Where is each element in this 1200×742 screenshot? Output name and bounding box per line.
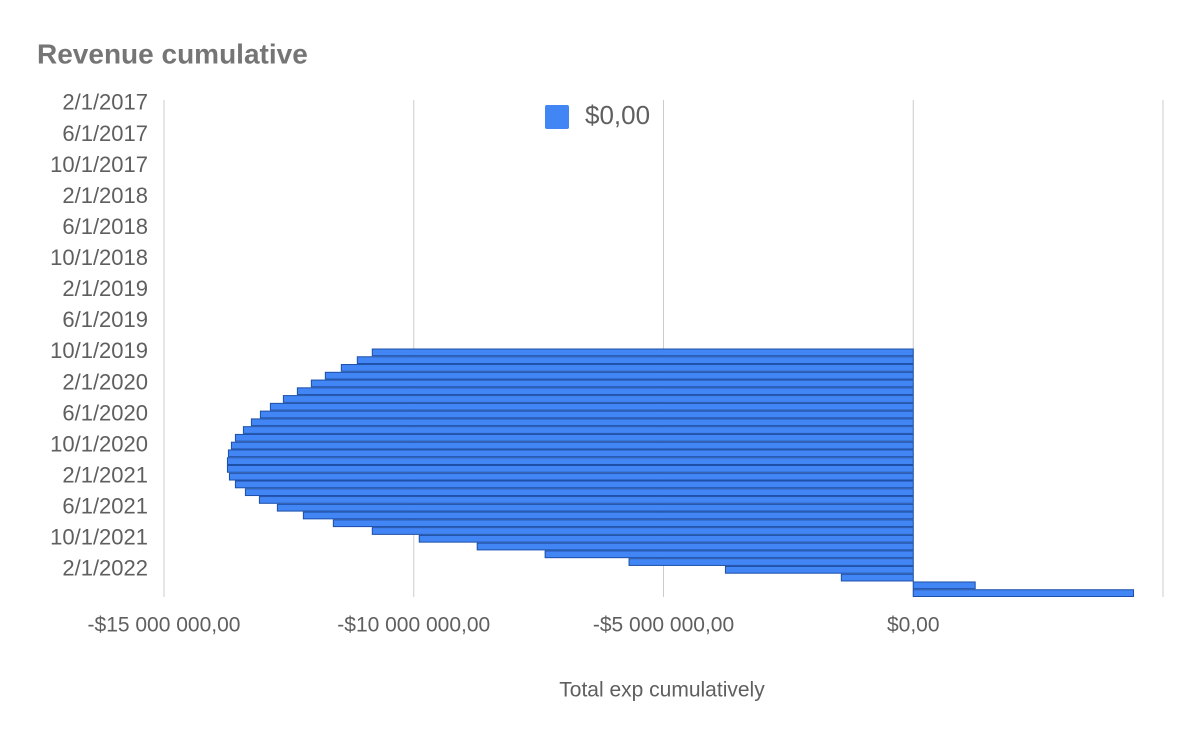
x-tick-label: -$15 000 000,00 bbox=[88, 614, 241, 637]
y-tick-label: 6/1/2019 bbox=[62, 307, 148, 332]
bar bbox=[228, 472, 914, 481]
y-tick-label: 6/1/2020 bbox=[62, 400, 148, 425]
x-axis-title: Total exp cumulatively bbox=[559, 679, 765, 702]
bar bbox=[269, 402, 914, 411]
bar bbox=[356, 356, 914, 365]
bar bbox=[258, 496, 914, 504]
legend-label: $0,00 bbox=[585, 100, 650, 130]
y-tick-label: 6/1/2021 bbox=[62, 494, 148, 519]
y-tick-label: 2/1/2019 bbox=[62, 276, 148, 301]
x-tick-label: -$10 000 000,00 bbox=[337, 614, 490, 637]
bar bbox=[226, 464, 914, 473]
bar bbox=[242, 426, 914, 434]
y-tick-label: 2/1/2017 bbox=[62, 90, 148, 115]
bar bbox=[544, 550, 914, 559]
bar bbox=[418, 534, 914, 543]
bar bbox=[276, 503, 914, 512]
bar bbox=[282, 395, 914, 403]
bar bbox=[371, 348, 914, 357]
bar bbox=[302, 511, 914, 520]
bar bbox=[324, 371, 914, 380]
y-tick-label: 10/1/2021 bbox=[50, 525, 148, 550]
bar bbox=[296, 387, 914, 396]
bar bbox=[371, 527, 914, 535]
bar bbox=[912, 589, 1135, 597]
bar bbox=[310, 379, 914, 388]
y-tick-label: 6/1/2018 bbox=[62, 214, 148, 239]
chart-title: Revenue cumulative bbox=[37, 38, 308, 69]
y-tick-label: 6/1/2017 bbox=[62, 121, 148, 146]
y-tick-label: 10/1/2017 bbox=[50, 152, 148, 177]
y-tick-label: 10/1/2020 bbox=[50, 431, 148, 456]
legend-swatch bbox=[545, 105, 569, 129]
bar bbox=[226, 457, 914, 465]
y-tick-label: 10/1/2018 bbox=[50, 245, 148, 270]
bar bbox=[476, 542, 914, 551]
bar bbox=[840, 573, 914, 582]
x-tick-label: $0,00 bbox=[887, 614, 940, 637]
bar bbox=[259, 410, 914, 419]
bar bbox=[628, 558, 914, 566]
bar bbox=[230, 441, 914, 450]
y-tick-label: 2/1/2020 bbox=[62, 369, 148, 394]
bar bbox=[234, 433, 914, 442]
bar bbox=[234, 480, 914, 489]
bar bbox=[724, 565, 914, 574]
bar bbox=[340, 364, 914, 372]
y-tick-label: 10/1/2019 bbox=[50, 338, 148, 363]
bar bbox=[244, 488, 914, 497]
bar bbox=[332, 519, 914, 528]
y-tick-label: 2/1/2021 bbox=[62, 462, 148, 487]
x-tick-label: -$5 000 000,00 bbox=[593, 614, 734, 637]
y-tick-label: 2/1/2018 bbox=[62, 183, 148, 208]
bar bbox=[250, 418, 914, 427]
bar bbox=[227, 449, 914, 458]
y-tick-label: 2/1/2022 bbox=[62, 556, 148, 581]
bar bbox=[912, 581, 976, 590]
